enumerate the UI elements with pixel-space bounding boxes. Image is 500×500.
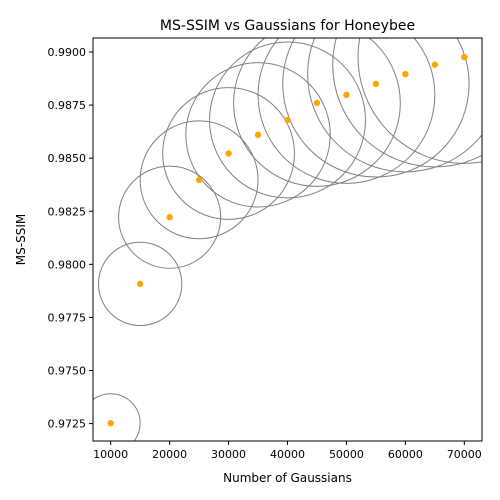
y-tick-label-6: 0.9875 xyxy=(48,99,87,112)
data-point-5 xyxy=(254,131,262,139)
point-layer xyxy=(107,53,468,427)
data-point-12 xyxy=(461,53,468,61)
bubble-7 xyxy=(233,38,401,187)
bubble-6 xyxy=(209,41,366,199)
x-tick-label-5: 60000 xyxy=(388,448,423,461)
x-tick-label-4: 50000 xyxy=(329,448,364,461)
y-tick-label-5: 0.9850 xyxy=(48,152,87,165)
plot-frame xyxy=(92,37,483,442)
bubble-1 xyxy=(97,241,183,327)
bubble-0 xyxy=(93,393,141,441)
bubble-3 xyxy=(139,120,259,240)
bubble-layer xyxy=(93,38,482,441)
bubble-4 xyxy=(162,87,295,220)
y-tick-label-2: 0.9775 xyxy=(48,311,87,324)
y-tick-label-0: 0.9725 xyxy=(48,418,87,431)
bubble-12 xyxy=(357,38,482,164)
y-axis: 0.9725 0.9750 0.9775 0.9800 0.9825 0.9850 0.98… xyxy=(48,46,93,431)
x-tick-label-6: 70000 xyxy=(447,448,482,461)
y-tick-label-1: 0.9750 xyxy=(48,365,87,378)
y-tick-label-7: 0.9900 xyxy=(48,46,87,59)
data-point-1 xyxy=(136,280,144,288)
data-point-11 xyxy=(431,61,439,68)
bubble-10 xyxy=(307,38,482,173)
data-point-3 xyxy=(195,176,203,184)
chart-title: MS-SSIM vs Gaussians for Honeybee xyxy=(160,18,415,34)
bubble-8 xyxy=(257,38,436,184)
bubble-2 xyxy=(118,165,222,269)
data-point-0 xyxy=(107,419,114,427)
y-axis-label: MS-SSIM xyxy=(14,214,28,265)
x-tick-label-0: 10000 xyxy=(93,448,128,461)
bubble-9 xyxy=(282,38,470,178)
data-point-6 xyxy=(284,116,291,124)
data-point-10 xyxy=(402,70,409,78)
x-tick-label-2: 30000 xyxy=(211,448,246,461)
data-point-9 xyxy=(372,80,380,88)
data-point-7 xyxy=(313,99,321,107)
y-tick-label-3: 0.9800 xyxy=(48,258,87,271)
data-point-4 xyxy=(225,150,232,157)
x-tick-label-1: 20000 xyxy=(152,448,187,461)
x-tick-label-3: 40000 xyxy=(270,448,305,461)
bubble-11 xyxy=(332,38,482,168)
x-axis-label: Number of Gaussians xyxy=(223,471,352,485)
bubble-5 xyxy=(185,62,331,208)
y-tick-label-4: 0.9825 xyxy=(48,205,87,218)
data-point-8 xyxy=(343,91,350,99)
data-point-2 xyxy=(166,214,173,221)
x-axis: 10000 20000 30000 40000 50000 60000 70000 xyxy=(93,441,482,461)
